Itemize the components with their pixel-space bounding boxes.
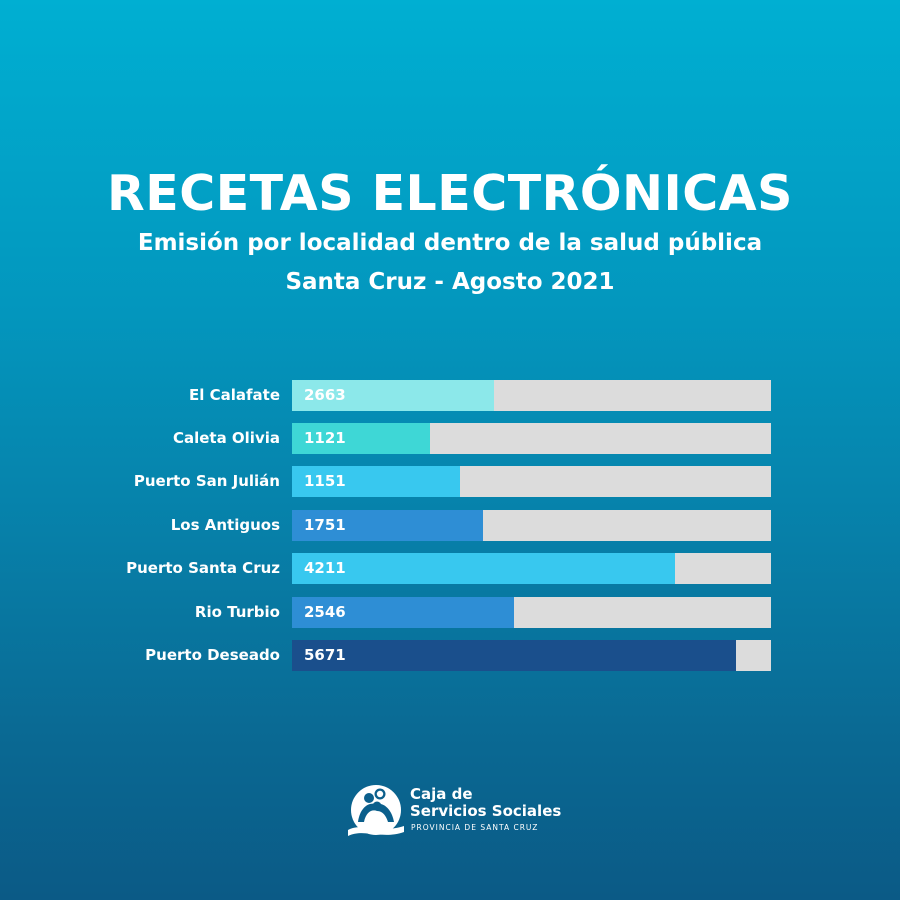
bar-fill	[292, 423, 430, 454]
bar-row: Puerto Santa Cruz 4211	[0, 553, 900, 584]
bar-track: 2546	[292, 597, 771, 628]
subtitle-location-date: Santa Cruz - Agosto 2021	[285, 269, 615, 295]
bar-fill	[292, 380, 495, 411]
bar-row: Rio Turbio 2546	[0, 597, 900, 628]
bar-row: Puerto San Julián 1151	[0, 466, 900, 497]
bar-fill	[292, 553, 676, 584]
bar-value: 4211	[304, 559, 346, 577]
bar-value: 1151	[304, 472, 346, 490]
family-logo-icon	[348, 785, 404, 836]
logo-text-line3: PROVINCIA DE SANTA CRUZ	[411, 823, 539, 832]
logo-text-line2: Servicios Sociales	[410, 802, 562, 820]
bar-fill	[292, 597, 514, 628]
bar-row: Los Antiguos 1751	[0, 510, 900, 541]
bar-label: El Calafate	[189, 386, 280, 404]
bar-label: Puerto San Julián	[133, 472, 280, 490]
bar-value: 2663	[304, 386, 346, 404]
bar-row: Puerto Deseado 5671	[0, 640, 900, 671]
bar-label: Caleta Olivia	[172, 429, 280, 447]
bar-value: 2546	[304, 603, 346, 621]
bar-fill	[292, 640, 737, 671]
bar-label: Rio Turbio	[194, 603, 280, 621]
bar-label: Puerto Deseado	[145, 646, 280, 664]
caja-servicios-sociales-logo: Caja de Servicios Sociales PROVINCIA DE …	[346, 782, 566, 842]
bar-fill	[292, 510, 484, 541]
bar-track: 5671	[292, 640, 771, 671]
bar-value: 1751	[304, 516, 346, 534]
bar-row: El Calafate 2663	[0, 380, 900, 411]
subtitle: Emisión por localidad dentro de la salud…	[137, 230, 763, 256]
bar-value: 5671	[304, 646, 346, 664]
bar-row: Caleta Olivia 1121	[0, 423, 900, 454]
bar-value: 1121	[304, 429, 346, 447]
bar-track: 1751	[292, 510, 771, 541]
page-title: RECETAS ELECTRÓNICAS	[107, 165, 793, 222]
bar-track: 4211	[292, 553, 771, 584]
logo-text-line1: Caja de	[410, 785, 473, 803]
bar-label: Puerto Santa Cruz	[126, 559, 280, 577]
bar-label: Los Antiguos	[170, 516, 280, 534]
bar-track: 2663	[292, 380, 771, 411]
bar-track: 1151	[292, 466, 771, 497]
bar-fill	[292, 466, 461, 497]
bar-track: 1121	[292, 423, 771, 454]
